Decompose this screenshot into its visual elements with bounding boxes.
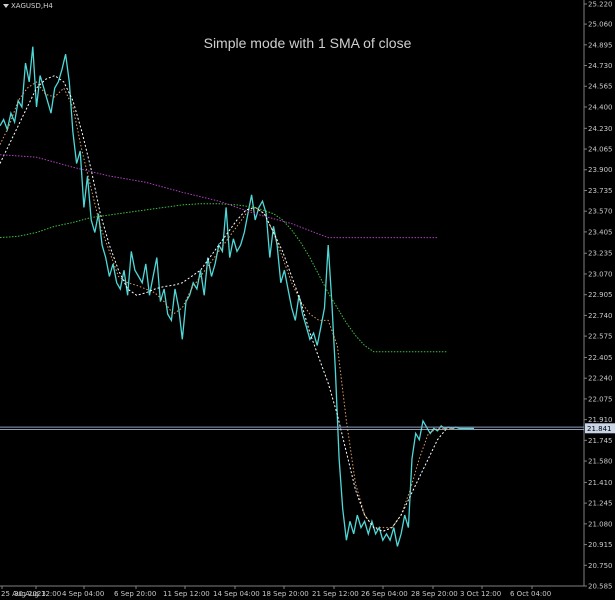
y-tick-label: 24.400 xyxy=(588,103,613,111)
y-tick-label: 23.235 xyxy=(588,250,613,258)
series-line-price xyxy=(0,46,474,547)
y-tick-label: 21.745 xyxy=(588,437,613,445)
y-tick-label: 21.910 xyxy=(588,416,613,424)
y-tick-label: 22.575 xyxy=(588,333,613,341)
y-tick-label: 21.245 xyxy=(588,500,613,508)
y-tick-label: 23.405 xyxy=(588,228,613,236)
series-line-sma-slow xyxy=(0,75,448,532)
y-tick-label: 23.735 xyxy=(588,187,613,195)
x-tick-label: 28 Sep 20:00 xyxy=(411,590,458,598)
y-tick-label: 20.750 xyxy=(588,562,613,570)
series-layer xyxy=(0,46,584,547)
price-tag-box xyxy=(585,423,615,434)
y-tick-label: 25.220 xyxy=(588,1,613,9)
x-tick-label: 11 Sep 12:00 xyxy=(163,590,210,598)
y-tick-label: 23.900 xyxy=(588,166,613,174)
y-tick-label: 21.080 xyxy=(588,520,613,528)
y-tick-label: 22.240 xyxy=(588,375,613,383)
chart-title: Simple mode with 1 SMA of close xyxy=(203,35,412,51)
y-tick-label: 23.570 xyxy=(588,208,613,216)
series-line-trend-purple xyxy=(0,154,438,239)
price-tag-label: 21.841 xyxy=(587,425,612,433)
y-tick-label: 24.230 xyxy=(588,125,613,133)
x-tick-label: 4 Sep 04:00 xyxy=(62,590,104,598)
y-tick-label: 24.065 xyxy=(588,146,613,154)
y-tick-label: 20.585 xyxy=(588,583,613,591)
x-tick-label: 6 Sep 20:00 xyxy=(114,590,156,598)
y-tick-label: 21.410 xyxy=(588,479,613,487)
axes xyxy=(0,0,585,587)
x-tick-label: 21 Sep 12:00 xyxy=(312,590,359,598)
y-tick-label: 22.405 xyxy=(588,354,613,362)
symbol-label: XAGUSD,H4 xyxy=(11,2,53,10)
current-price-tag: 21.841 xyxy=(585,423,615,434)
x-tick-label: 14 Sep 04:00 xyxy=(213,590,260,598)
x-tick-label: 3 Oct 12:00 xyxy=(460,590,501,598)
y-tick-label: 22.075 xyxy=(588,395,613,403)
y-tick-label: 22.905 xyxy=(588,291,613,299)
y-tick-label: 25.060 xyxy=(588,21,613,29)
y-tick-label: 24.565 xyxy=(588,83,613,91)
y-tick-label: 24.730 xyxy=(588,62,613,70)
y-tick-label: 20.915 xyxy=(588,541,613,549)
series-line-trend-green xyxy=(0,203,447,353)
x-tick-label: 30 Aug 12:00 xyxy=(14,590,61,598)
x-tick-label: 18 Sep 20:00 xyxy=(262,590,309,598)
x-tick-label: 26 Sep 04:00 xyxy=(361,590,408,598)
y-tick-label: 21.580 xyxy=(588,458,613,466)
y-tick-label: 22.740 xyxy=(588,312,613,320)
y-tick-label: 23.070 xyxy=(588,270,613,278)
x-tick-label: 6 Oct 04:00 xyxy=(510,590,551,598)
y-axis-ticks: 25.220 25.060 24.895 24.730 24.565 24.400 24.2… xyxy=(584,1,613,591)
chevron-down-icon[interactable] xyxy=(3,4,9,8)
series-line-sma-fast xyxy=(0,81,456,529)
symbol-selector[interactable]: XAGUSD,H4 xyxy=(3,2,53,10)
x-tick-label: 25 Aug 2023 xyxy=(1,590,46,598)
y-tick-label: 24.895 xyxy=(588,41,613,49)
